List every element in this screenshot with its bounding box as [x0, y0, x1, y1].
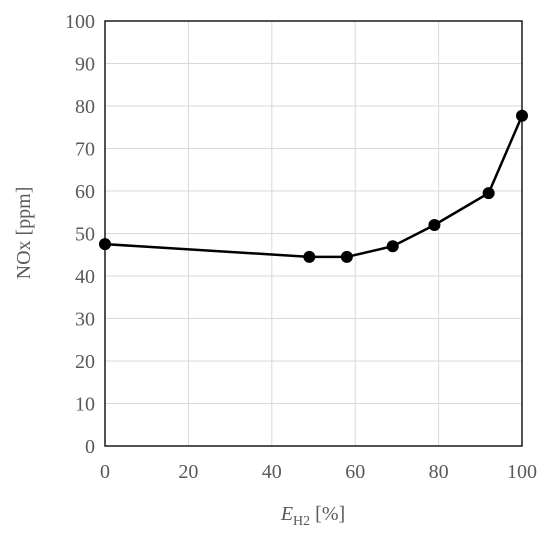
x-tick-label: 40 [262, 461, 282, 483]
y-axis-label: NOx [ppm] [13, 187, 35, 280]
x-axis-label: EH2 [%] [280, 503, 345, 529]
x-label-subscript: H2 [293, 514, 310, 529]
y-tick-label: 100 [65, 11, 95, 33]
x-label-symbol: E [280, 503, 293, 525]
x-tick-label: 20 [178, 461, 198, 483]
y-tick-label: 60 [75, 181, 95, 203]
plot-frame [104, 20, 523, 447]
x-label-unit: [%] [315, 503, 345, 525]
y-tick-label: 10 [75, 394, 95, 416]
data-point [516, 109, 528, 122]
data-point [386, 240, 399, 253]
y-tick-label: 40 [75, 266, 95, 288]
y-tick-label: 20 [75, 351, 95, 373]
data-point [428, 219, 441, 231]
data-line [104, 115, 524, 259]
y-tick-label: 0 [85, 436, 95, 458]
y-tick-label: 50 [75, 224, 95, 246]
x-tick-label: 60 [345, 461, 365, 483]
data-point [99, 238, 111, 251]
y-tick-label: 80 [75, 96, 95, 118]
x-tick-label: 0 [100, 461, 110, 483]
data-point [303, 250, 316, 263]
x-tick-label: 100 [507, 461, 537, 483]
y-tick-label: 70 [75, 139, 95, 161]
y-tick-label: 30 [75, 309, 95, 331]
data-point [482, 187, 495, 200]
x-tick-label: 80 [429, 461, 449, 483]
y-tick-label: 90 [75, 54, 95, 76]
data-point [340, 250, 353, 263]
